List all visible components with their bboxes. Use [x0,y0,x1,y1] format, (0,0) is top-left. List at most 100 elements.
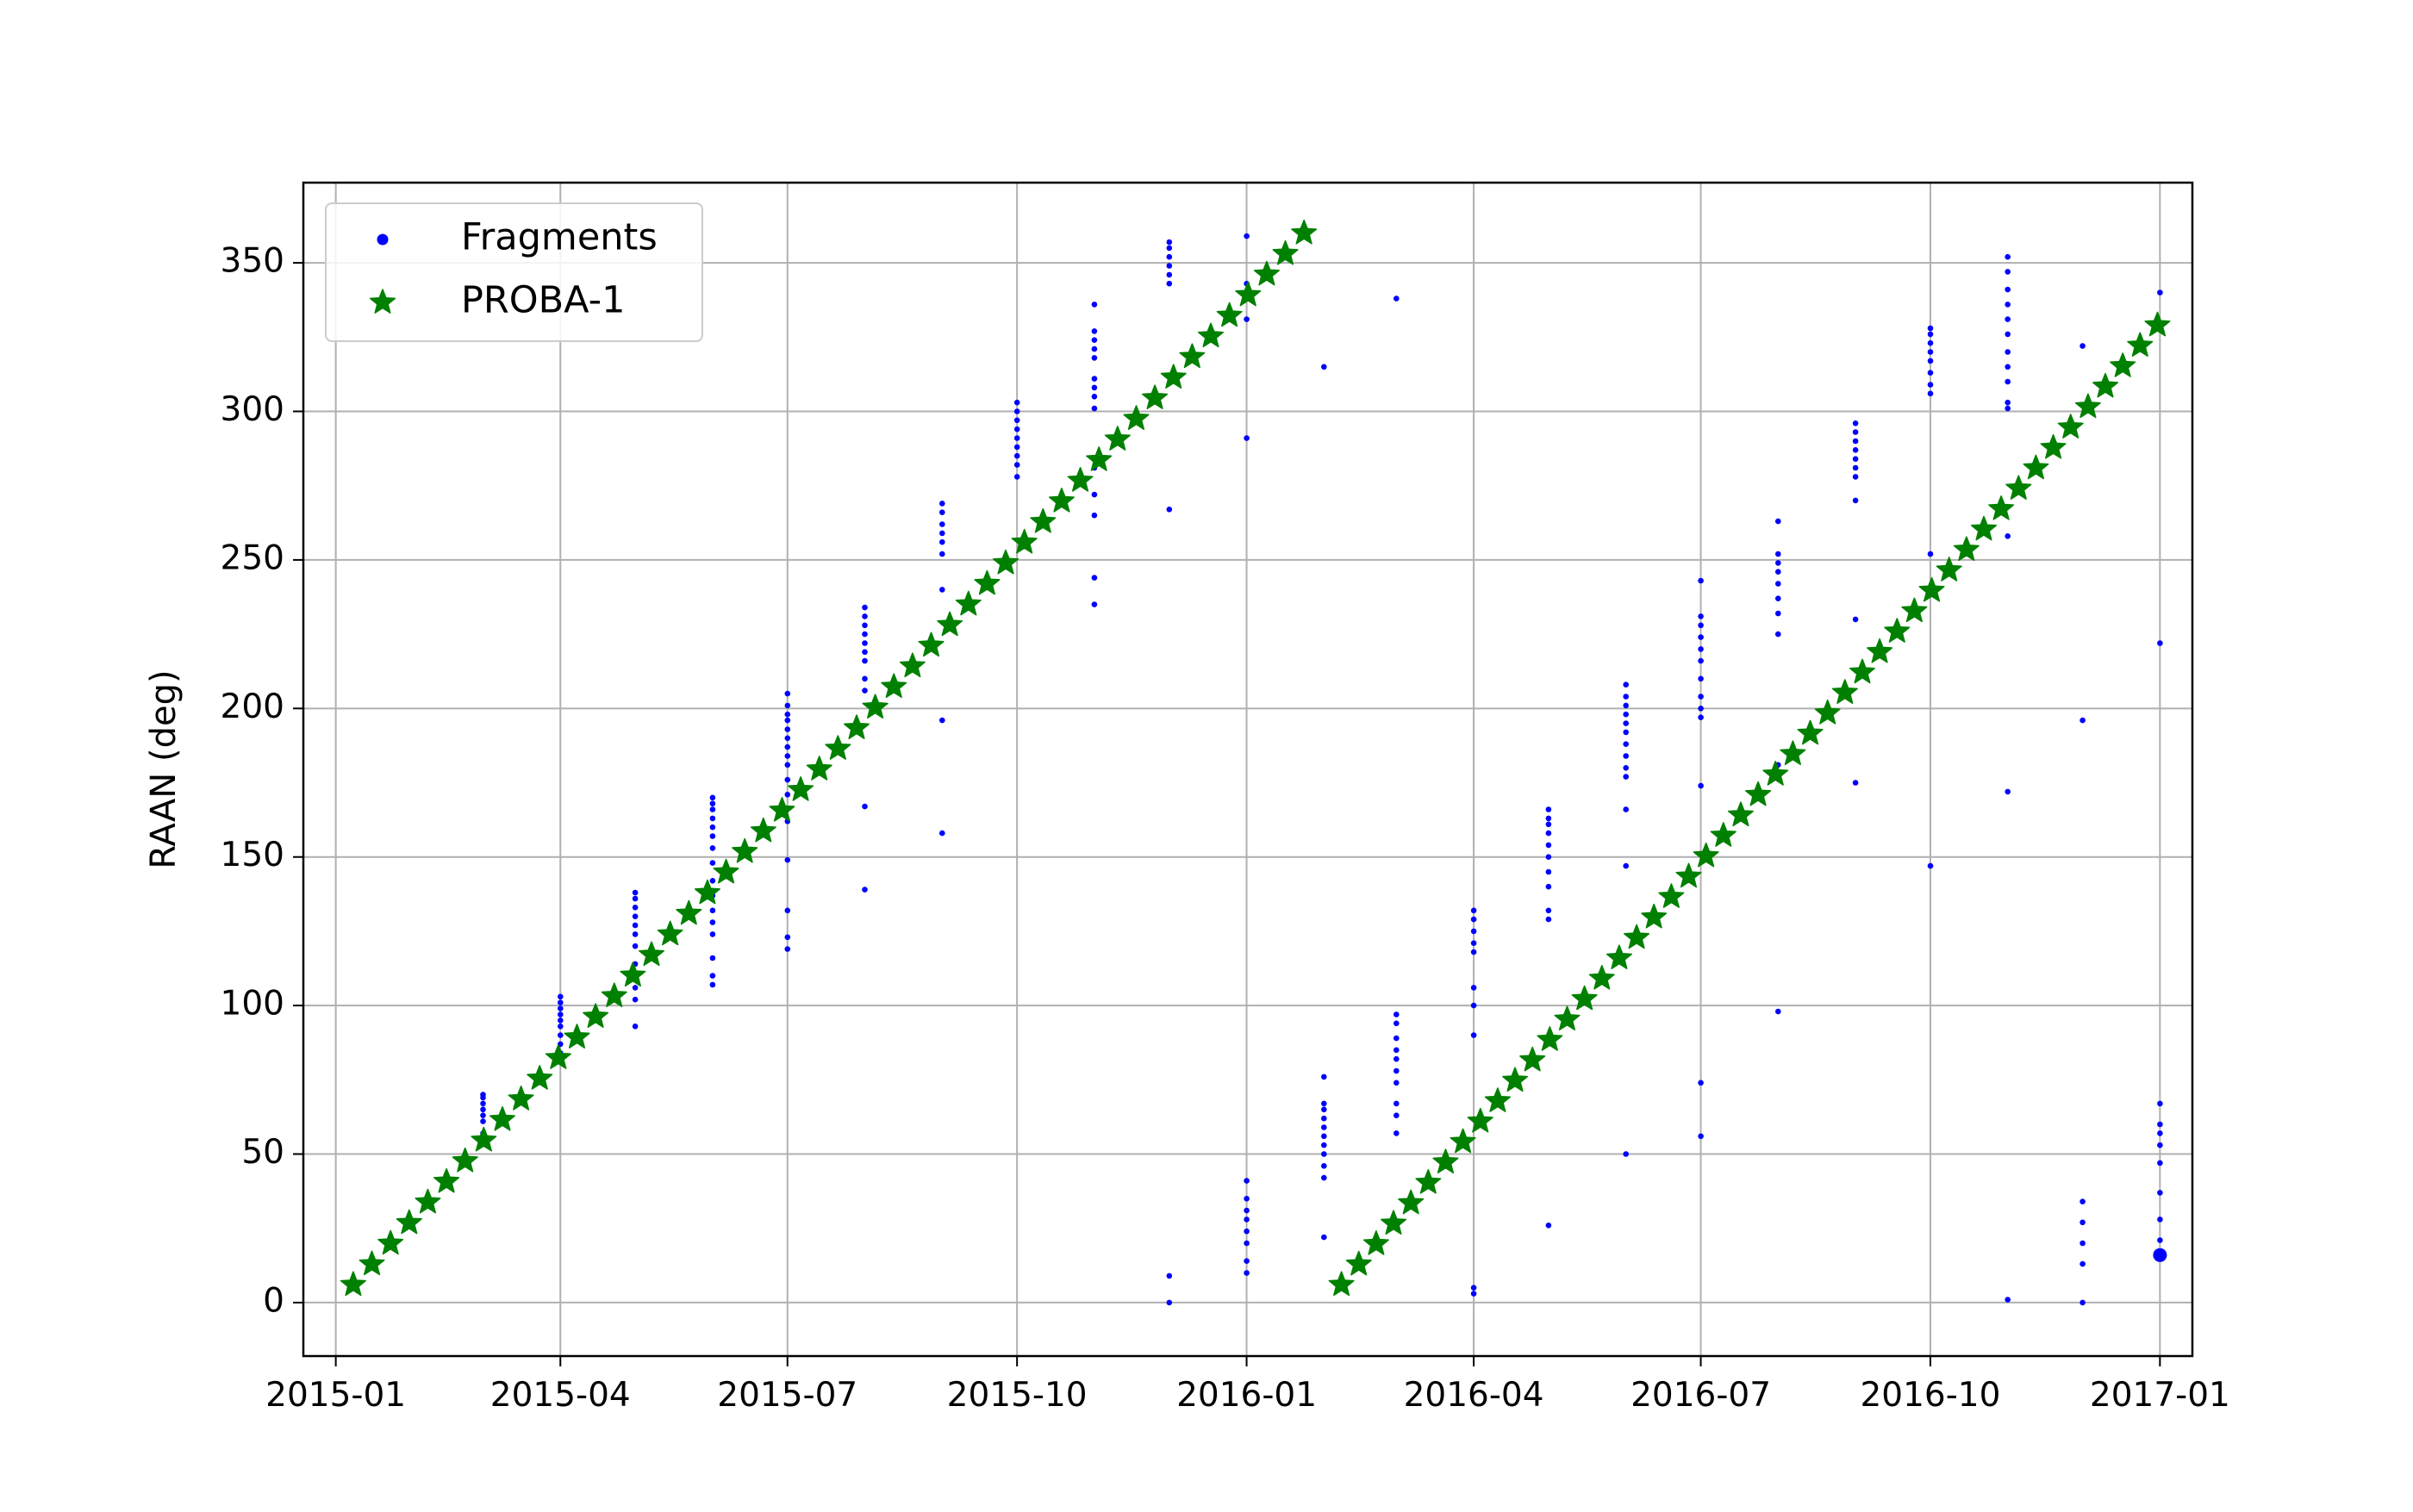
fragment-point [2157,1237,2163,1243]
proba-1-point [1797,719,1824,745]
proba-1-point [2057,414,2084,439]
fragment-point [1166,263,1173,269]
proba-1-point [881,673,907,699]
proba-1-point [862,694,889,719]
fragment-point [1545,821,1552,828]
proba-1-point [601,982,627,1008]
proba-1-point [1641,903,1668,929]
fragment-point [1013,408,1020,414]
fragment-point [1852,780,1859,786]
proba-1-point [396,1209,422,1235]
fragment-point [1244,1228,1250,1235]
fragment-point [784,792,791,798]
fragment-point [1775,551,1781,557]
fragment-point [1470,928,1477,935]
fragment-point [1321,1106,1327,1113]
proba-1-point [769,797,795,822]
fragment-point [1775,631,1781,638]
fragment-point [2157,1142,2163,1148]
y-tick-label: 350 [221,242,284,281]
fragment-point [1698,613,1704,619]
fragment-point [709,973,716,979]
legend-proba-marker [369,289,396,314]
fragment-point [1013,399,1020,406]
fragment-point [1623,702,1629,709]
fragment-point [1545,883,1552,890]
fragment-point [1013,462,1020,468]
proba-1-point [676,899,702,925]
proba-1-point [657,920,683,946]
proba-1-point [471,1126,497,1152]
proba-1-point [1048,488,1075,513]
fragment-point [1927,862,1934,869]
fragment-point [2157,1100,2163,1107]
fragment-point [1623,729,1629,736]
fragment-point [784,690,791,697]
proba-1-point [1067,467,1094,492]
fragment-point [2079,717,2086,724]
fragment-point [2157,1216,2163,1223]
fragment-point [2079,1260,2086,1267]
fragment-point [784,726,791,732]
fragment-point [1091,302,1098,308]
fragment-point [1852,447,1859,453]
fragment-point [862,604,868,611]
fragment-point [1698,782,1704,789]
fragment-point [1091,491,1098,498]
proba-1-point [1123,405,1150,430]
fragment-point [784,717,791,724]
fragment-point [709,845,716,851]
proba-1-point [1197,322,1225,348]
fragment-point [939,551,945,557]
fragment-point [1698,1133,1704,1140]
fragment-point [1775,1008,1781,1015]
x-tick-label: 2015-07 [717,1376,857,1415]
fragment-point [784,702,791,709]
fragment-point [1091,376,1098,382]
fragment-point [1927,349,1934,355]
fragment-point [1091,345,1098,352]
fragment-point [558,1024,564,1030]
fragment-point [1394,1020,1400,1027]
proba-1-point [433,1167,460,1193]
y-axis-label: RAAN (deg) [144,669,184,868]
fragment-point [2157,1160,2163,1167]
fragment-point [939,830,945,837]
fragment-point [784,753,791,759]
fragment-point [1244,1270,1250,1276]
fragment-point [1321,1234,1327,1241]
proba-1-point [1345,1250,1372,1276]
fragment-point [1394,1047,1400,1054]
fragment-point [2153,1248,2167,1262]
proba-1-point [639,941,665,967]
fragment-point [1698,622,1704,629]
proba-1-point [1272,240,1299,265]
fragment-point [1852,456,1859,462]
fragment-point [1166,253,1173,260]
fragment-point [2005,331,2011,338]
proba-1-point [1030,507,1057,533]
proba-1-point [1849,658,1875,684]
proba-1-point [1727,801,1754,827]
fragment-point [1927,382,1934,388]
fragment-point [1394,1067,1400,1074]
fragment-point [1927,390,1934,397]
fragment-point [1244,1196,1250,1202]
fragment-point [2005,316,2011,322]
fragment-point [1013,444,1020,451]
fragment-point [784,776,791,783]
fragment-point [1321,1151,1327,1157]
fragment-point [1321,1174,1327,1181]
fragment-point [1470,1285,1477,1291]
fragment-point [632,922,639,929]
fragment-point [1394,1011,1400,1017]
fragment-point [1852,438,1859,445]
y-tick-label: 250 [221,538,284,577]
proba-1-point [1235,281,1262,307]
fragment-point [1545,806,1552,812]
fragment-point [1394,1112,1400,1118]
star-icon [369,289,396,314]
proba-1-point [1953,536,1980,562]
proba-1-series [340,219,2171,1297]
